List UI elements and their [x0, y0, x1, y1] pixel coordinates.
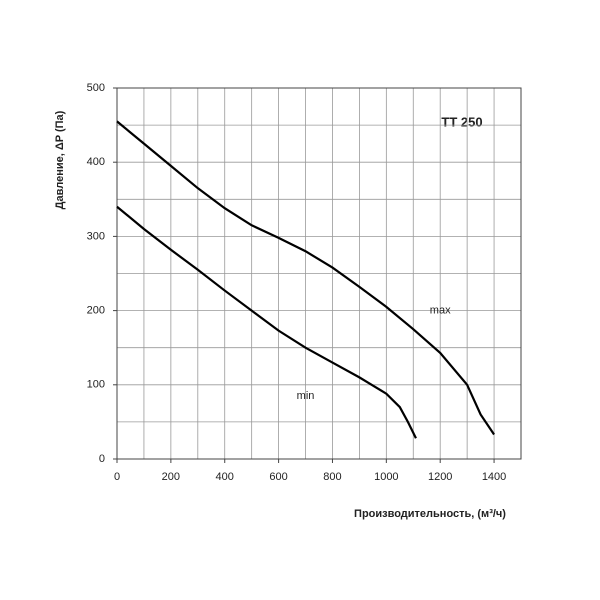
- x-tick-label: 1400: [482, 471, 506, 483]
- curve: [116, 205, 417, 439]
- x-axis-label: Производительность, (м³/ч): [354, 508, 506, 520]
- chart-title: TT 250: [441, 114, 482, 129]
- y-tick-label: 400: [87, 156, 105, 168]
- y-tick-label: 300: [87, 230, 105, 242]
- series-label: min: [297, 390, 315, 402]
- y-tick-label: 500: [87, 82, 105, 94]
- curve: [116, 120, 495, 436]
- x-tick-label: 400: [216, 471, 234, 483]
- y-axis-label: Давление, ΔP (Па): [54, 110, 66, 209]
- x-tick-label: 800: [323, 471, 341, 483]
- x-tick-label: 200: [162, 471, 180, 483]
- x-tick-label: 600: [269, 471, 287, 483]
- y-tick-label: 0: [99, 453, 105, 465]
- y-tick-label: 100: [87, 379, 105, 391]
- plot-frame: [116, 87, 522, 460]
- x-tick-label: 1200: [428, 471, 452, 483]
- x-tick-label: 1000: [374, 471, 398, 483]
- series-label: max: [430, 305, 451, 317]
- x-tick-label: 0: [114, 471, 120, 483]
- y-tick-label: 200: [87, 305, 105, 317]
